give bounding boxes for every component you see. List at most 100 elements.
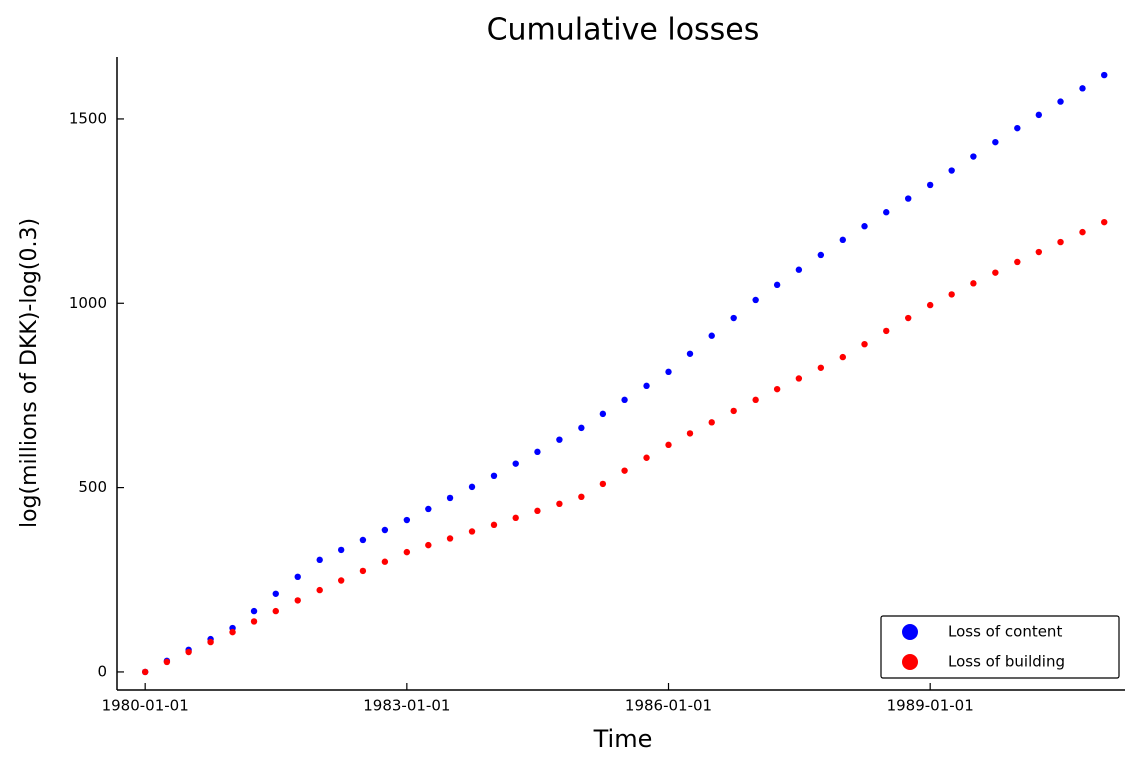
point [773, 385, 781, 393]
point [316, 586, 323, 594]
point [665, 441, 672, 449]
point [970, 280, 977, 287]
point [512, 460, 519, 467]
point [795, 375, 803, 382]
point [381, 558, 389, 565]
point [337, 546, 345, 554]
point [905, 195, 912, 202]
point [1101, 218, 1108, 226]
point [185, 648, 192, 656]
point [578, 424, 585, 432]
point [643, 454, 650, 461]
legend-label: Loss of building [948, 653, 1065, 671]
point [512, 514, 519, 522]
point [839, 353, 846, 361]
point [490, 521, 498, 529]
x-tick-label: 1986-01-01 [625, 697, 712, 715]
point [1014, 124, 1021, 132]
point [1101, 71, 1108, 79]
point [556, 436, 563, 443]
point [534, 507, 541, 515]
point [686, 430, 694, 437]
point [381, 526, 389, 534]
point [926, 181, 934, 189]
y-tick-label: 500 [78, 478, 107, 496]
point [795, 266, 803, 273]
point [578, 493, 585, 501]
point [468, 528, 476, 535]
point [861, 340, 868, 348]
x-tick-label: 1983-01-01 [363, 697, 450, 715]
point [599, 480, 607, 488]
point [1079, 85, 1086, 92]
chart-title: Cumulative losses [487, 13, 760, 48]
point [425, 505, 432, 513]
point [599, 410, 607, 418]
point [1014, 258, 1021, 266]
legend-marker [902, 624, 918, 640]
point [1035, 248, 1043, 256]
point [337, 577, 345, 584]
point [905, 314, 912, 322]
point [207, 638, 214, 646]
point [556, 500, 563, 508]
point [686, 350, 694, 357]
point [316, 556, 323, 564]
point [861, 223, 868, 230]
x-tick-label: 1989-01-01 [887, 697, 974, 715]
point [294, 597, 301, 604]
point [425, 541, 432, 549]
point [359, 536, 367, 544]
point [272, 607, 279, 615]
point [839, 236, 846, 244]
point [992, 269, 999, 276]
point [1035, 111, 1043, 119]
y-tick-label: 1500 [69, 109, 107, 127]
point [621, 467, 628, 474]
point [752, 396, 759, 404]
y-tick-label: 0 [97, 662, 107, 680]
point [992, 138, 999, 146]
point [446, 494, 454, 502]
point [730, 407, 737, 415]
point [272, 590, 279, 597]
x-axis-label: Time [593, 725, 653, 753]
point [643, 382, 650, 390]
point [708, 332, 715, 339]
point [250, 607, 258, 615]
point [403, 548, 411, 556]
point [817, 251, 825, 259]
point [359, 567, 367, 575]
point [294, 573, 301, 581]
point [708, 419, 715, 426]
point [883, 327, 890, 335]
point [970, 153, 977, 160]
point [730, 314, 737, 322]
point [468, 483, 476, 491]
point [621, 396, 628, 404]
point [1079, 228, 1086, 236]
y-tick-label: 1000 [69, 294, 107, 312]
legend-box [880, 615, 1120, 679]
point [752, 296, 759, 304]
point [773, 281, 781, 289]
legend-label: Loss of content [948, 623, 1062, 641]
point [490, 472, 498, 480]
point [817, 364, 825, 371]
point [403, 516, 411, 524]
point [163, 658, 171, 666]
x-tick-label: 1980-01-01 [102, 697, 189, 715]
legend-marker [902, 654, 918, 670]
point [948, 291, 955, 298]
legend: Loss of content Loss of building [880, 615, 1120, 679]
y-axis-label: log(millions of DKK)-log(0.3) [17, 218, 42, 528]
point [926, 301, 934, 309]
point [1057, 238, 1064, 246]
point [1057, 98, 1064, 105]
point [883, 209, 890, 216]
point [250, 618, 258, 625]
point [534, 448, 541, 456]
point [665, 368, 672, 376]
point [446, 535, 454, 542]
